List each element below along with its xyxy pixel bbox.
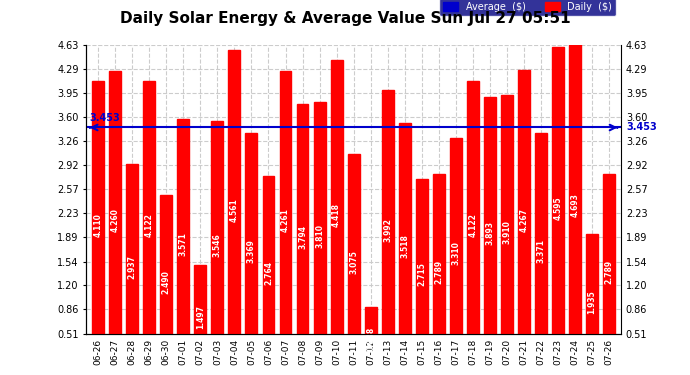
Text: 4.122: 4.122: [469, 213, 477, 237]
Text: 3.518: 3.518: [400, 234, 409, 258]
Bar: [126, 164, 138, 369]
Bar: [501, 96, 513, 369]
Text: Daily Solar Energy & Average Value Sun Jul 27 05:51: Daily Solar Energy & Average Value Sun J…: [119, 11, 571, 26]
Text: 2.490: 2.490: [161, 270, 171, 294]
Text: 3.794: 3.794: [298, 225, 307, 249]
Text: 3.453: 3.453: [627, 123, 657, 132]
Bar: [211, 121, 224, 369]
Bar: [92, 81, 104, 369]
Text: 3.992: 3.992: [383, 217, 392, 242]
Text: 3.571: 3.571: [179, 232, 188, 256]
Text: 4.110: 4.110: [94, 213, 103, 237]
Bar: [144, 81, 155, 369]
Bar: [433, 174, 445, 369]
Bar: [246, 134, 257, 369]
Text: 3.810: 3.810: [315, 224, 324, 248]
Text: 3.453: 3.453: [90, 112, 121, 123]
Text: 2.715: 2.715: [417, 262, 426, 286]
Text: 4.693: 4.693: [571, 193, 580, 217]
Text: 4.595: 4.595: [553, 196, 562, 220]
Bar: [586, 234, 598, 369]
Bar: [569, 40, 581, 369]
Text: 3.371: 3.371: [536, 239, 546, 263]
Bar: [331, 60, 342, 369]
Bar: [552, 48, 564, 369]
Bar: [467, 81, 479, 369]
Text: 2.937: 2.937: [128, 255, 137, 279]
Text: 3.310: 3.310: [451, 242, 460, 266]
Text: 4.267: 4.267: [520, 208, 529, 232]
Text: 4.261: 4.261: [281, 208, 290, 232]
Text: 3.893: 3.893: [485, 221, 494, 245]
Bar: [416, 179, 428, 369]
Bar: [399, 123, 411, 369]
Bar: [313, 102, 326, 369]
Bar: [279, 71, 291, 369]
Text: 2.764: 2.764: [264, 261, 273, 285]
Text: 3.546: 3.546: [213, 233, 222, 257]
Text: 4.418: 4.418: [332, 202, 341, 226]
Bar: [177, 119, 189, 369]
Text: 3.910: 3.910: [502, 220, 511, 245]
Text: 3.369: 3.369: [247, 240, 256, 263]
Text: 1.497: 1.497: [196, 305, 205, 329]
Bar: [518, 70, 530, 369]
Text: 0.888: 0.888: [366, 326, 375, 351]
Text: 4.260: 4.260: [110, 208, 119, 232]
Text: 2.789: 2.789: [434, 260, 443, 284]
Bar: [365, 307, 377, 369]
Bar: [262, 176, 275, 369]
Bar: [195, 265, 206, 369]
Bar: [450, 138, 462, 369]
Bar: [484, 97, 496, 369]
Text: 1.935: 1.935: [588, 290, 597, 314]
Text: 2.789: 2.789: [604, 260, 613, 284]
Bar: [348, 154, 359, 369]
Text: 3.075: 3.075: [349, 250, 358, 274]
Bar: [160, 195, 172, 369]
Bar: [535, 133, 547, 369]
Bar: [109, 71, 121, 369]
Text: 4.122: 4.122: [145, 213, 154, 237]
Bar: [603, 174, 615, 369]
Bar: [297, 104, 308, 369]
Text: 4.561: 4.561: [230, 198, 239, 222]
Bar: [382, 90, 394, 369]
Bar: [228, 50, 240, 369]
Legend: Average  ($), Daily  ($): Average ($), Daily ($): [440, 0, 616, 16]
